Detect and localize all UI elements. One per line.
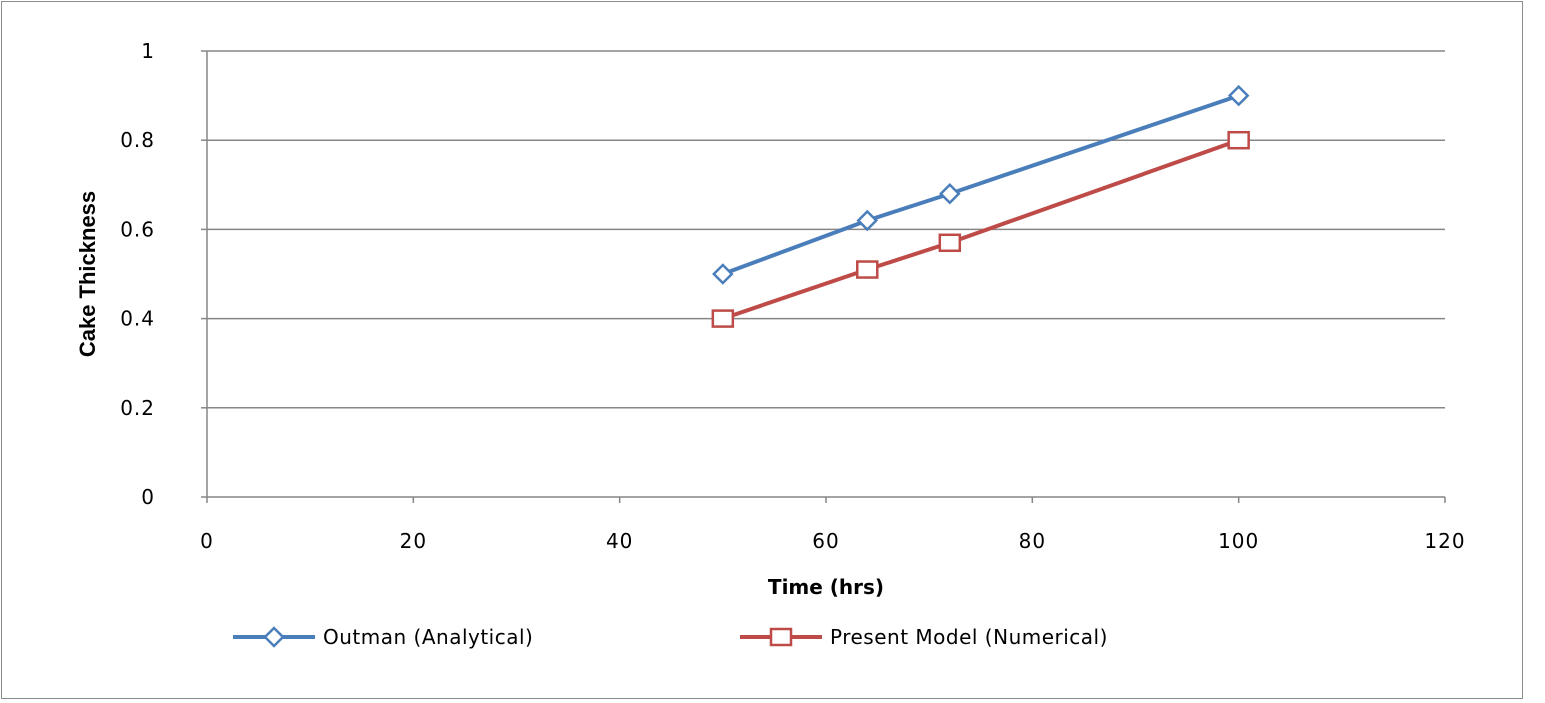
x-tick-label: 0: [200, 529, 214, 553]
data-point: [1227, 84, 1250, 107]
square-marker-icon: [769, 627, 793, 647]
x-tick-label: 40: [606, 529, 633, 553]
x-axis-label: Time (hrs): [768, 575, 884, 599]
diamond-marker-icon: [263, 626, 285, 648]
chart-frame: [1, 1, 1523, 699]
legend-label: Present Model (Numerical): [830, 625, 1108, 649]
x-tick-label: 60: [812, 529, 839, 553]
legend-label: Outman (Analytical): [323, 625, 533, 649]
series-line: [722, 138, 1240, 321]
y-tick-label: 0.2: [120, 396, 155, 420]
data-point: [712, 263, 734, 285]
x-tick-label: 20: [400, 529, 427, 553]
series-outman-analytical: [712, 84, 1250, 285]
x-tick-label: 120: [1424, 529, 1465, 553]
legend-item: Outman (Analytical): [233, 625, 533, 649]
data-point: [1227, 130, 1250, 150]
y-tick-label: 0.6: [120, 217, 155, 241]
data-point: [856, 209, 879, 232]
series-present-model-numerical: [711, 130, 1250, 328]
data-point: [711, 309, 735, 328]
series-line: [722, 93, 1240, 276]
y-tick-label: 0.4: [120, 307, 155, 331]
data-point: [938, 233, 962, 253]
y-tick-label: 0.8: [120, 128, 155, 152]
data-point: [856, 260, 879, 279]
data-point: [939, 182, 961, 205]
y-axis-label: Cake Thickness: [75, 191, 100, 357]
y-tick-label: 0: [141, 485, 155, 509]
legend-item: Present Model (Numerical): [740, 625, 1108, 649]
y-tick-label: 1: [141, 39, 155, 63]
x-tick-label: 100: [1218, 529, 1259, 553]
x-tick-label: 80: [1019, 529, 1046, 553]
